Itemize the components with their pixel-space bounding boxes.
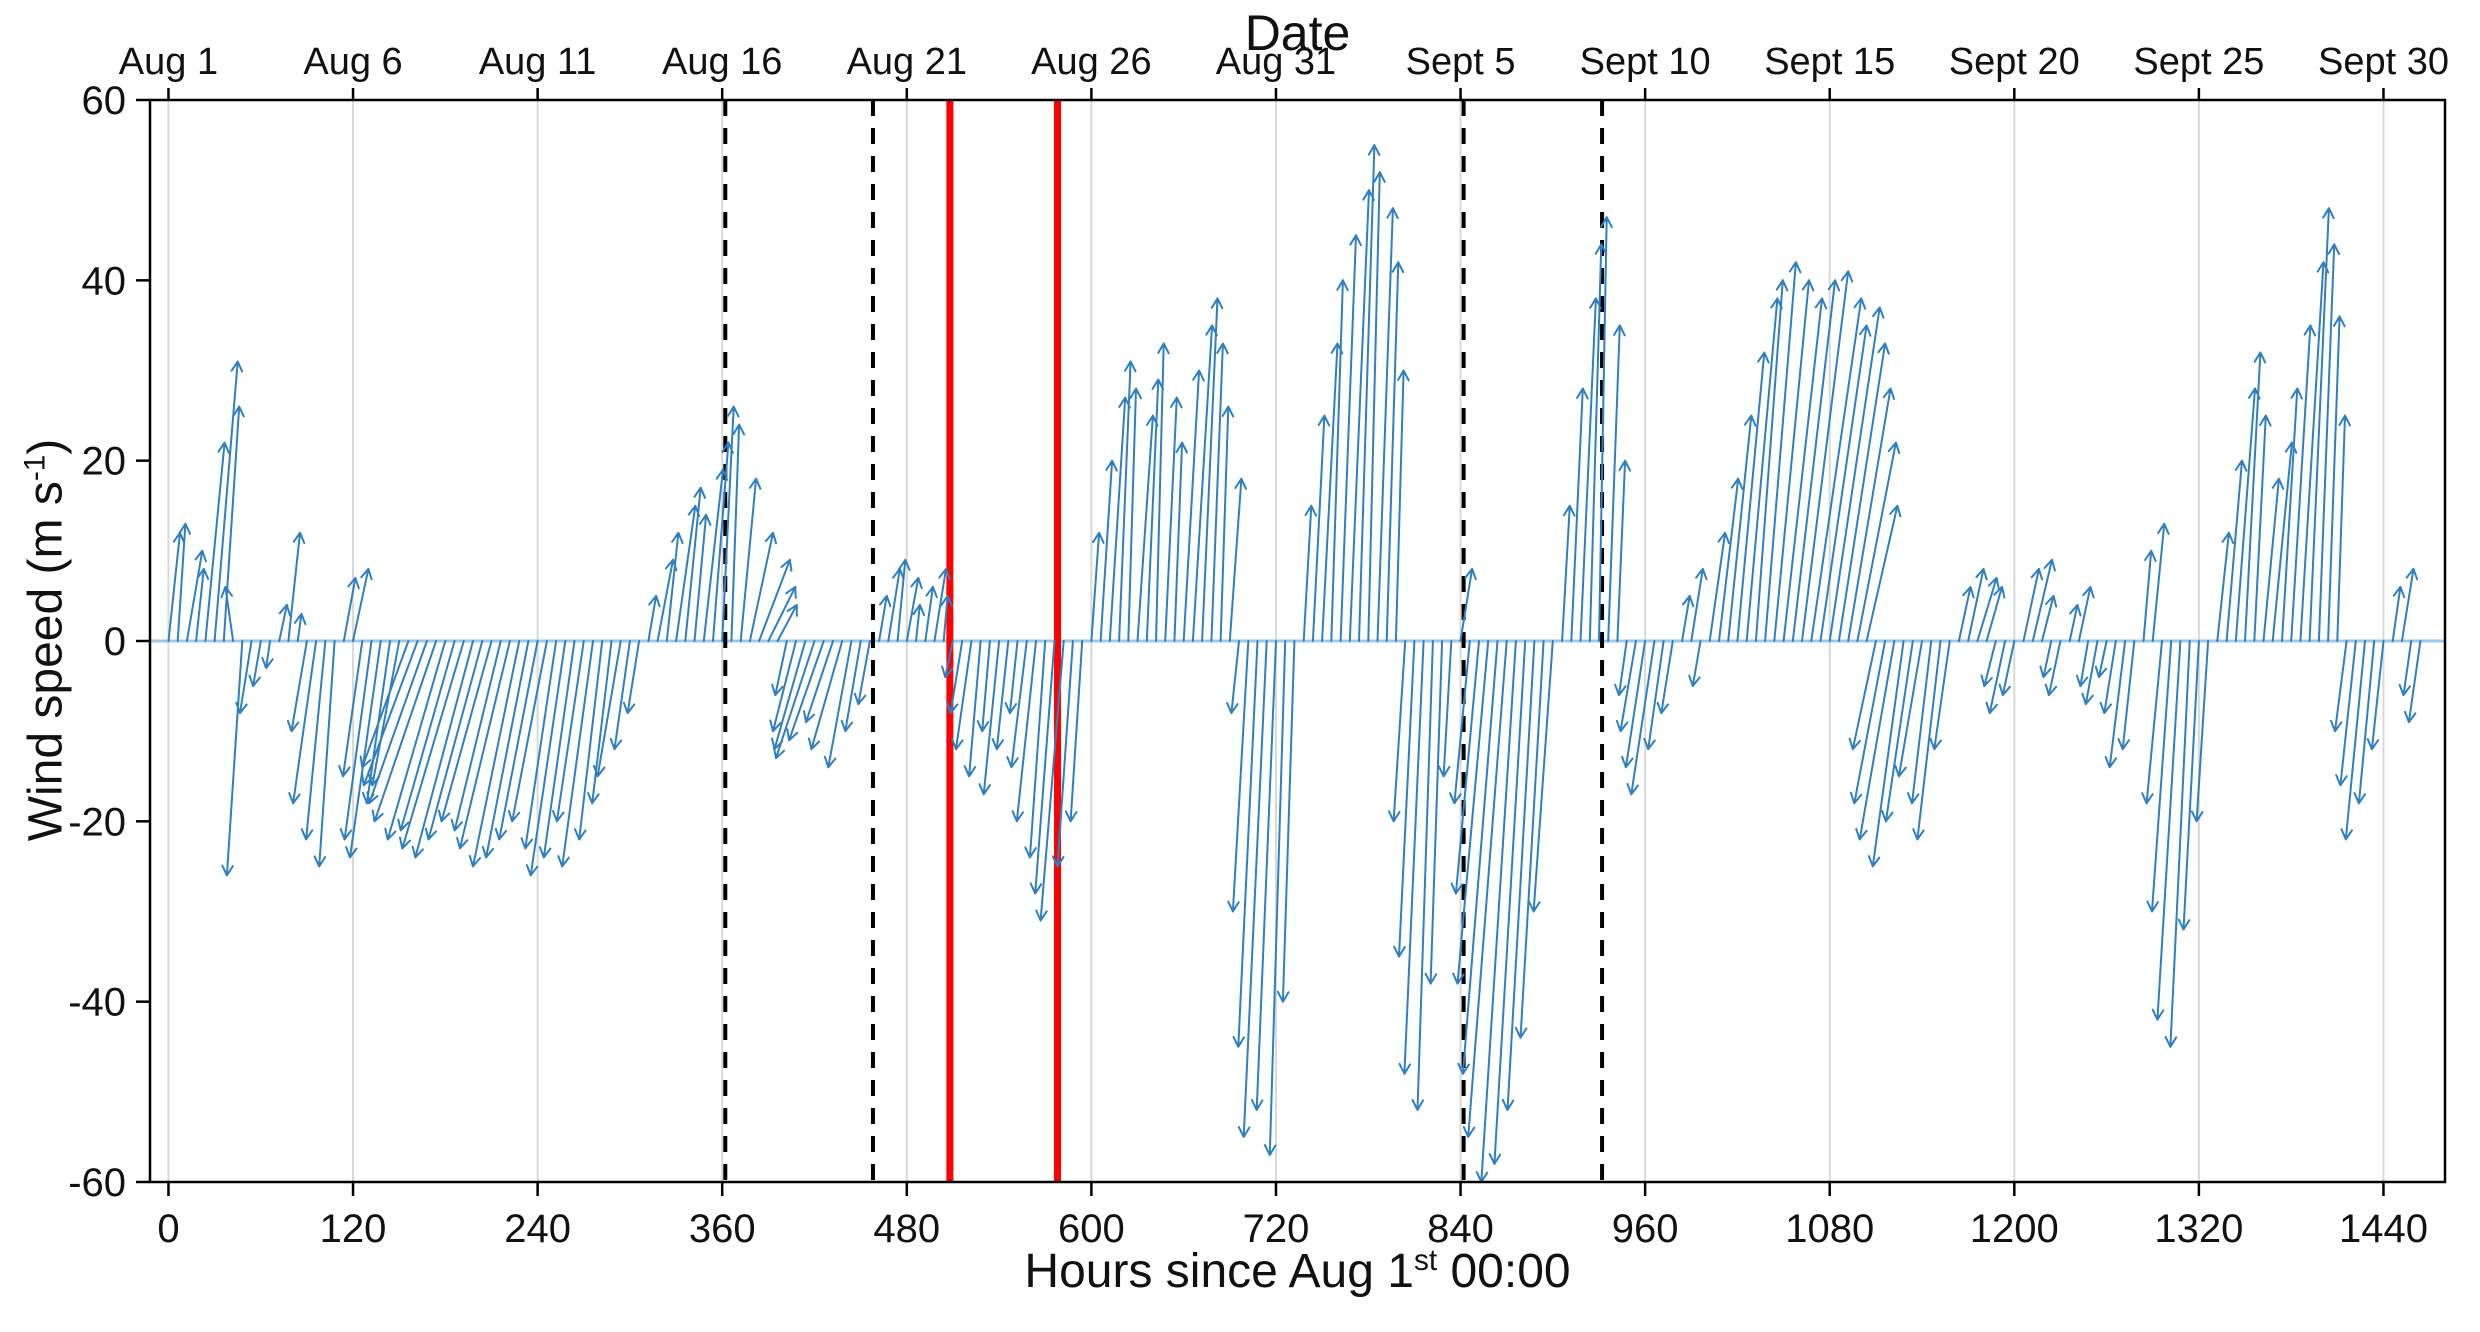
date-tick-label: Aug 21 (847, 41, 967, 83)
wind-vectors (167, 144, 2422, 1183)
y-tick-label: -40 (68, 981, 126, 1025)
x-tick-label: 960 (1612, 1207, 1679, 1251)
y-tick-label: 0 (104, 620, 126, 664)
x-tick-label: 1440 (2339, 1207, 2428, 1251)
date-tick-label: Sept 30 (2318, 41, 2449, 83)
x-tick-label: 1080 (1785, 1207, 1874, 1251)
x-tick-label: 600 (1058, 1207, 1125, 1251)
date-tick-label: Aug 31 (1216, 41, 1336, 83)
y-axis: -60 -40 -20 0 20 40 60 (68, 79, 150, 1205)
date-tick-label: Sept 10 (1580, 41, 1711, 83)
x-tick-label: 480 (873, 1207, 940, 1251)
x-tick-label: 240 (504, 1207, 571, 1251)
y-tick-label: 40 (82, 259, 127, 303)
x-tick-label: 720 (1243, 1207, 1310, 1251)
top-axis-title: Date (1244, 5, 1351, 61)
x-tick-label: 360 (689, 1207, 756, 1251)
x-tick-label: 0 (157, 1207, 179, 1251)
y-tick-label: 60 (82, 79, 127, 123)
x-tick-label: 1200 (1970, 1207, 2059, 1251)
x-tick-label: 840 (1427, 1207, 1494, 1251)
date-tick-label: Sept 20 (1949, 41, 2080, 83)
x-axis-bottom: 0 120 240 360 480 600 720 840 960 1080 1200 1320 144… (157, 1182, 2428, 1251)
y-tick-label: -60 (68, 1161, 126, 1205)
reference-lines (723, 100, 1605, 1182)
date-tick-label: Sept 25 (2133, 41, 2264, 83)
date-tick-label: Aug 26 (1031, 41, 1151, 83)
x-axis-label-suffix: 00:00 (1437, 1245, 1571, 1298)
date-tick-label: Aug 11 (479, 41, 597, 83)
x-axis-top: Aug 1 Aug 6 Aug 11 Aug 16 Aug 21 Aug 26 Aug 31… (119, 41, 2449, 100)
x-tick-label: 120 (320, 1207, 387, 1251)
date-tick-label: Sept 15 (1764, 41, 1895, 83)
y-tick-label: 20 (82, 440, 127, 484)
x-axis-label-text: Hours since Aug 1 (1024, 1245, 1414, 1298)
y-tick-label: -20 (68, 800, 126, 844)
date-tick-label: Sept 5 (1406, 41, 1516, 83)
x-axis-label: Hours since Aug 1st 00:00 (150, 1244, 2445, 1299)
x-tick-label: 1320 (2154, 1207, 2243, 1251)
date-tick-label: Aug 16 (662, 41, 782, 83)
x-axis-label-superscript: st (1413, 1244, 1438, 1277)
date-tick-label: Aug 1 (119, 41, 218, 83)
date-tick-label: Aug 6 (303, 41, 402, 83)
